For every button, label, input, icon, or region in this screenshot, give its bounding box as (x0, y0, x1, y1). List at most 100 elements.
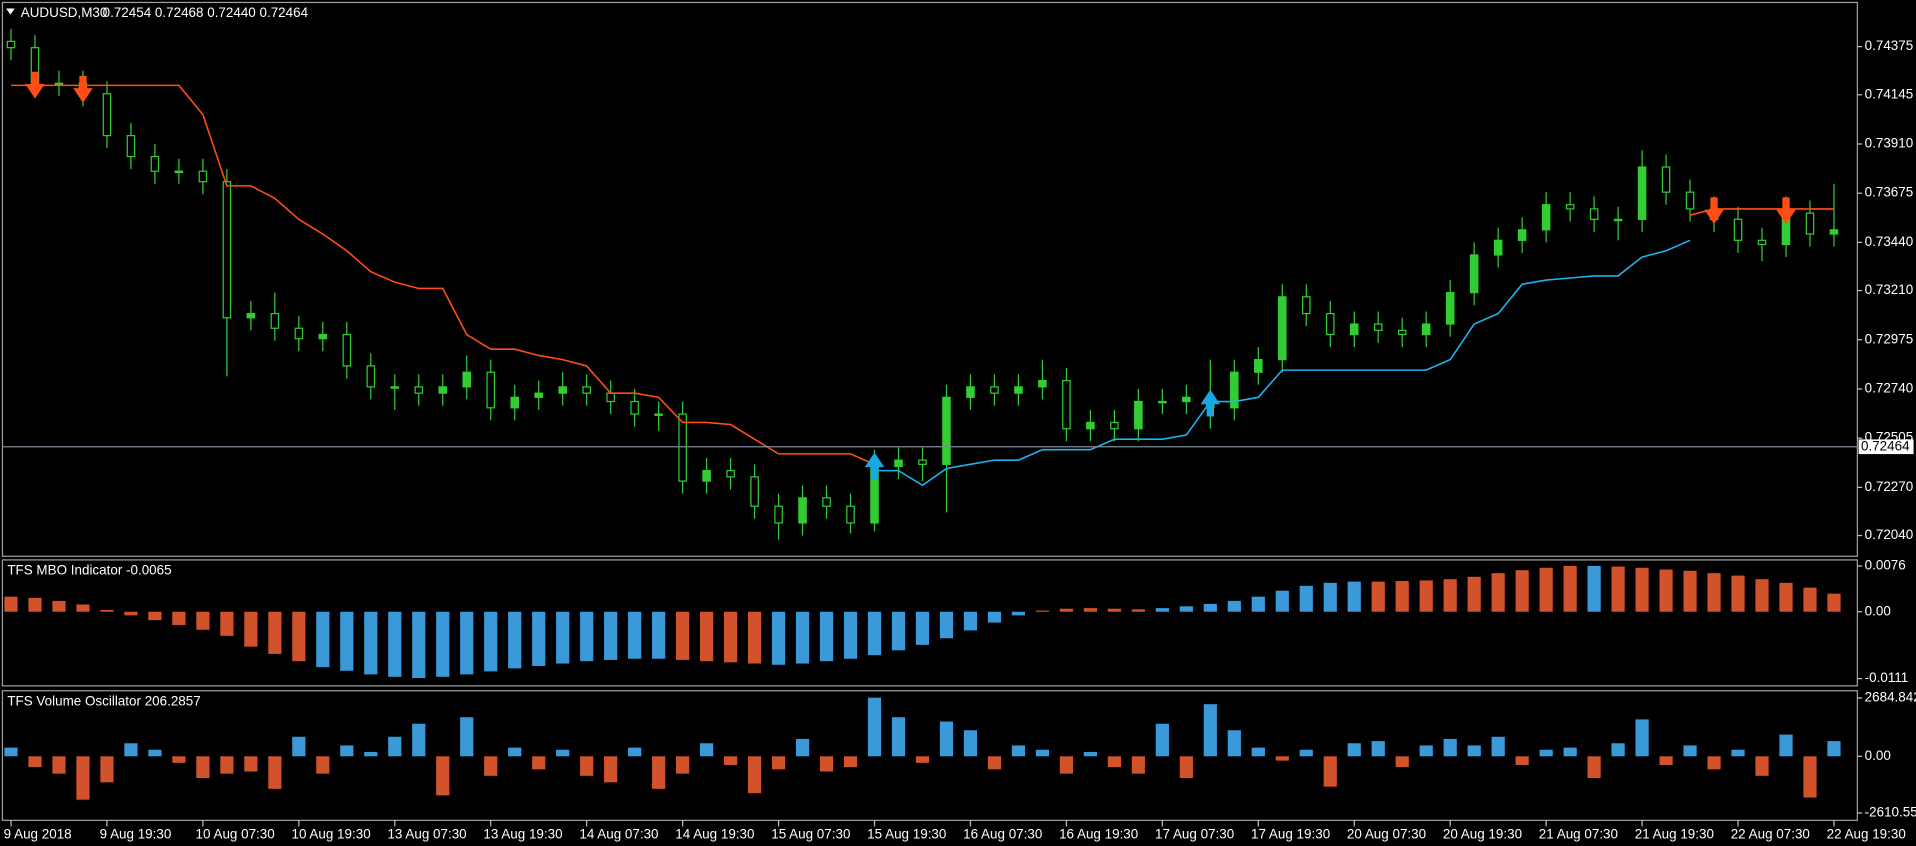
arrow-down (1776, 197, 1796, 225)
current-price-label: 0.72464 (1861, 438, 1910, 453)
histogram-bar (268, 756, 282, 789)
candle-body (990, 386, 999, 394)
histogram-bar (172, 611, 186, 625)
histogram-bar (292, 611, 306, 662)
candle-body (654, 413, 663, 416)
x-tick-label: 16 Aug 07:30 (963, 827, 1042, 842)
histogram-bar (292, 736, 306, 757)
candle-body (54, 82, 64, 86)
candle-body (1373, 323, 1383, 331)
candle-body (1589, 208, 1599, 220)
histogram-bar (1251, 747, 1265, 757)
x-tick-label: 21 Aug 19:30 (1635, 827, 1714, 842)
histogram-bar (1803, 587, 1817, 612)
y-tick-label: 0.73675 (1865, 185, 1914, 200)
candle-body (222, 181, 232, 319)
histogram-bar (460, 717, 474, 757)
arrow-down (73, 75, 93, 103)
histogram-bar (1611, 566, 1625, 612)
histogram-bar (1155, 608, 1169, 612)
candle-body (1134, 400, 1143, 430)
candle-body (1110, 421, 1119, 430)
histogram-bar (1587, 756, 1601, 778)
x-tick-label: 14 Aug 19:30 (675, 827, 754, 842)
candle-body (486, 371, 496, 409)
histogram-bar (1419, 745, 1433, 757)
histogram-bar (340, 611, 354, 671)
candle-body (1038, 379, 1047, 388)
candle-body (558, 386, 567, 394)
histogram-bar (1299, 585, 1313, 612)
histogram-bar (1587, 565, 1601, 612)
histogram-bar (484, 756, 498, 776)
histogram-bar (1203, 603, 1217, 612)
histogram-bar (1683, 745, 1697, 757)
histogram-bar (340, 745, 354, 757)
candle-body (1517, 229, 1527, 241)
histogram-bar (987, 611, 1002, 623)
histogram-bar (1827, 741, 1841, 757)
x-tick-label: 13 Aug 19:30 (483, 827, 562, 842)
histogram-bar (987, 756, 1002, 770)
candle-body (750, 476, 759, 507)
panel-title: TFS MBO Indicator -0.0065 (7, 562, 171, 577)
histogram-bar (460, 611, 474, 675)
histogram-bar (1683, 570, 1697, 612)
histogram-bar (604, 611, 618, 660)
histogram-bar (316, 756, 330, 774)
candle-body (1421, 323, 1431, 336)
histogram-bar (220, 611, 234, 636)
histogram-bar (28, 756, 42, 768)
y-tick-label: -0.0111 (1865, 670, 1909, 685)
panel-frame (1, 559, 1858, 687)
histogram-bar (1467, 576, 1481, 612)
histogram-bar (939, 721, 954, 757)
histogram-bar (52, 600, 66, 612)
histogram-bar (1515, 570, 1529, 612)
candle-body (102, 93, 112, 137)
histogram-bar (1083, 751, 1097, 757)
candle-body (366, 365, 376, 388)
candle-body (702, 470, 711, 482)
histogram-bar (100, 609, 114, 612)
histogram-bar (1179, 756, 1193, 778)
histogram-bar (1611, 743, 1625, 757)
histogram-bar (915, 756, 930, 763)
histogram-bar (364, 611, 378, 675)
histogram-bar (1467, 745, 1481, 757)
quote: 0.72454 0.72468 0.72440 0.72464 (103, 5, 309, 20)
histogram-bar (148, 611, 162, 621)
candle-body (1445, 292, 1455, 325)
candle-body (438, 386, 448, 394)
arrow-down (1704, 197, 1724, 225)
candle-body (1661, 166, 1671, 193)
histogram-bar (652, 756, 666, 789)
histogram-bar (532, 756, 546, 770)
histogram-bar (724, 611, 738, 663)
histogram-bar (1347, 581, 1361, 612)
histogram-bar (1635, 719, 1649, 757)
histogram-bar (1155, 723, 1169, 757)
histogram-bar (676, 756, 690, 774)
histogram-bar (843, 756, 858, 768)
candle-body (1182, 396, 1191, 403)
panel-frame (1, 690, 1858, 821)
histogram-bar (196, 611, 210, 630)
histogram-bar (412, 611, 426, 679)
y-tick-label: 0.72040 (1865, 527, 1914, 542)
candle-body (1541, 204, 1551, 231)
histogram-bar (172, 756, 186, 763)
histogram-bar (771, 756, 786, 770)
x-tick-label: 14 Aug 07:30 (579, 827, 658, 842)
histogram-bar (364, 751, 378, 757)
histogram-bar (1515, 756, 1529, 765)
candle-body (174, 170, 184, 174)
candle-body (246, 312, 256, 319)
x-tick-label: 17 Aug 07:30 (1155, 827, 1234, 842)
histogram-bar (508, 611, 522, 669)
candle-body (150, 155, 160, 172)
candle-body (270, 312, 280, 329)
histogram-bar (963, 730, 978, 757)
current-price-box (1858, 439, 1914, 455)
candle-body (1062, 379, 1071, 430)
